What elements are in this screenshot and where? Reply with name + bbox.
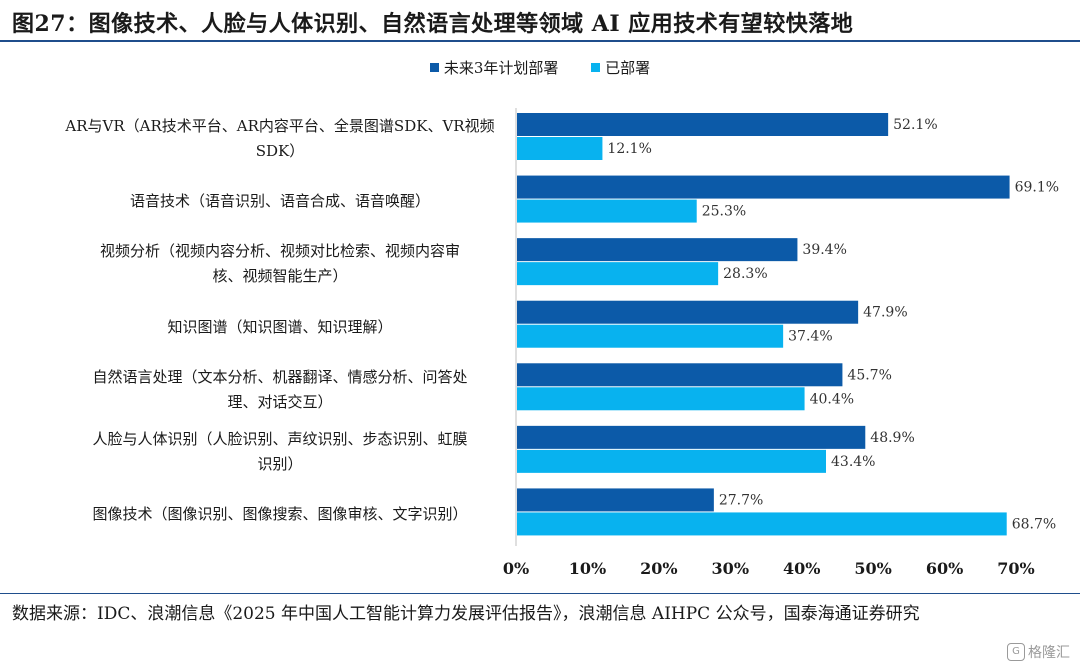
- category-label-line: 语音技术（语音识别、语音合成、语音唤醒）: [129, 192, 430, 211]
- category-label-line: AR与VR（AR技术平台、AR内容平台、全景图谱SDK、VR视频: [65, 117, 495, 136]
- legend-item-deployed: 已部署: [591, 57, 650, 78]
- watermark: G 格隆汇: [1007, 642, 1070, 662]
- data-label-planned: 47.9%: [863, 305, 907, 321]
- legend-label-planned: 未来3年计划部署: [443, 59, 559, 77]
- bar-deployed: [517, 324, 784, 348]
- category-label: 人脸与人体识别（人脸识别、声纹识别、步态识别、虹膜 识别）: [45, 427, 515, 477]
- data-label-deployed: 40.4%: [810, 391, 854, 407]
- category-label: 自然语言处理（文本分析、机器翻译、情感分析、问答处 理、对话交互）: [45, 365, 515, 415]
- bar-planned: [517, 113, 889, 136]
- data-label-planned: 69.1%: [1015, 180, 1059, 196]
- bar-planned: [517, 300, 859, 324]
- x-tick-label: 70%: [997, 559, 1034, 578]
- x-tick-label: 60%: [926, 559, 963, 578]
- category-label-line: 核、视频智能生产）: [212, 267, 348, 286]
- data-label-deployed: 25.3%: [702, 204, 746, 220]
- bar-chart: 0% 10% 20% 30% 40% 50% 60% 70% 52.1% 12.1% 69.1% 25…: [503, 108, 1059, 578]
- category-label: 图像技术（图像识别、图像搜索、图像审核、文字识别）: [45, 502, 515, 527]
- category-label-line: SDK）: [255, 142, 305, 161]
- category-label-line: 视频分析（视频内容分析、视频对比检索、视频内容审: [99, 242, 460, 261]
- category-label-line: 自然语言处理（文本分析、机器翻译、情感分析、问答处: [92, 367, 468, 386]
- category-label-line: 人脸与人体识别（人脸识别、声纹识别、步态识别、虹膜: [92, 430, 468, 449]
- legend-label-deployed: 已部署: [605, 59, 651, 77]
- category-label: 语音技术（语音识别、语音合成、语音唤醒）: [45, 189, 515, 214]
- category-label-line: 理、对话交互）: [227, 392, 333, 411]
- watermark-logo-icon: G: [1007, 643, 1025, 661]
- data-label-planned: 45.7%: [847, 367, 891, 383]
- bar-planned: [517, 488, 714, 512]
- watermark-text: 格隆汇: [1028, 645, 1070, 661]
- title-rule: [0, 40, 1080, 42]
- legend-swatch-deployed: [591, 63, 601, 72]
- bar-deployed: [517, 137, 603, 160]
- bar-deployed: [517, 449, 826, 473]
- data-label-deployed: 68.7%: [1012, 516, 1056, 532]
- category-label-line: 识别）: [257, 455, 303, 474]
- bar-deployed: [517, 262, 719, 286]
- x-tick-label: 10%: [569, 559, 606, 578]
- data-label-deployed: 12.1%: [607, 141, 651, 157]
- x-tick-label: 0%: [503, 559, 529, 578]
- category-label: AR与VR（AR技术平台、AR内容平台、全景图谱SDK、VR视频 SDK）: [45, 114, 515, 164]
- data-label-planned: 52.1%: [893, 117, 937, 133]
- bar-planned: [517, 175, 1010, 199]
- legend-item-planned: 未来3年计划部署: [429, 57, 559, 78]
- figure-title: 图27：图像技术、人脸与人体识别、自然语言处理等领域 AI 应用技术有望较快落地: [12, 11, 854, 37]
- chart-legend: 未来3年计划部署 已部署: [0, 57, 1080, 78]
- bar-deployed: [517, 512, 1007, 536]
- x-tick-label: 20%: [640, 559, 677, 578]
- source-note: 数据来源：IDC、浪潮信息《2025 年中国人工智能计算力发展评估报告》，浪潮信…: [12, 604, 920, 624]
- x-tick-label: 30%: [712, 559, 749, 578]
- legend-swatch-planned: [429, 63, 439, 72]
- category-label-line: 图像技术（图像识别、图像搜索、图像审核、文字识别）: [92, 505, 468, 524]
- category-label: 知识图谱（知识图谱、知识理解）: [45, 315, 515, 340]
- category-label-line: 知识图谱（知识图谱、知识理解）: [167, 317, 393, 336]
- bar-deployed: [517, 387, 805, 411]
- bottom-rule: [0, 593, 1080, 594]
- category-label: 视频分析（视频内容分析、视频对比检索、视频内容审 核、视频智能生产）: [45, 239, 515, 289]
- data-label-planned: 27.7%: [719, 492, 763, 508]
- bar-planned: [517, 425, 866, 449]
- bar-planned: [517, 238, 798, 262]
- x-tick-label: 50%: [854, 559, 891, 578]
- bar-planned: [517, 363, 843, 387]
- bar-deployed: [517, 199, 697, 223]
- x-tick-label: 40%: [783, 559, 820, 578]
- data-label-deployed: 28.3%: [723, 266, 767, 282]
- data-label-planned: 48.9%: [870, 430, 914, 446]
- data-label-deployed: 43.4%: [831, 454, 875, 470]
- data-label-deployed: 37.4%: [788, 329, 832, 345]
- data-label-planned: 39.4%: [802, 242, 846, 258]
